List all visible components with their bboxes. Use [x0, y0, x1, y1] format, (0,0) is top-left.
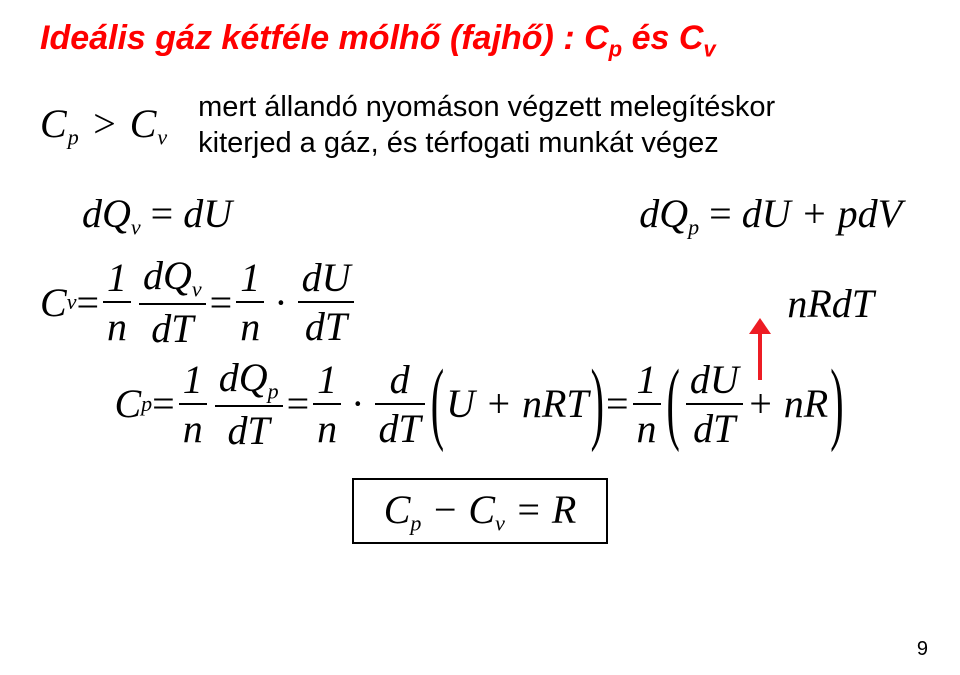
cp-dU: dU — [686, 356, 743, 403]
cp-n-c: n — [633, 403, 661, 452]
cp-dT-c: dT — [686, 403, 743, 452]
eq-Cp: Cp = 1 n dQp dT = 1 n · d dT (U + nRT) =… — [40, 354, 920, 454]
title-sub-p: p — [609, 37, 623, 62]
cp-frac-dUdT: dU dT — [686, 356, 743, 452]
title-text-mid: és C — [622, 19, 703, 57]
cp-frac-1n-b: 1 n — [313, 356, 341, 452]
cv-n-a: n — [103, 301, 131, 350]
slide-title: Ideális gáz kétféle mólhő (fajhő) : Cp é… — [40, 18, 920, 63]
row-inequality-explanation: Cp > Cv mert állandó nyomáson végzett me… — [40, 89, 920, 162]
page-number: 9 — [917, 638, 928, 661]
cp-1-b: 1 — [313, 356, 341, 403]
box-eq-R: = R — [505, 487, 576, 532]
cp-frac-1n-c: 1 n — [633, 356, 661, 452]
box-minus-Cv: − C — [421, 487, 495, 532]
lparen2-icon: ( — [667, 348, 680, 456]
cp-dQ-text: dQ — [219, 355, 268, 400]
cp-paren-inner: U + nRT — [446, 380, 589, 427]
cp-dot: · — [345, 380, 370, 427]
explanation-line-2: kiterjed a gáz, és térfogati munkát vége… — [198, 125, 775, 161]
cv-sub: v — [67, 289, 77, 315]
slide-page: Ideális gáz kétféle mólhő (fajhő) : Cp é… — [0, 0, 960, 675]
cp-dQ-sub: p — [268, 379, 279, 404]
cv-eq2: = — [210, 279, 233, 326]
cv-C: C — [40, 279, 67, 326]
cp-C: C — [114, 380, 141, 427]
nRdT-label: nRdT — [787, 280, 920, 327]
cv-dT-b: dT — [298, 301, 355, 350]
lparen-icon: ( — [431, 348, 444, 456]
cv-frac-1n-b: 1 n — [236, 254, 264, 350]
dQv-lhs-sub: v — [131, 214, 141, 239]
title-sub-v: v — [703, 37, 715, 62]
cp-sub: p — [141, 391, 152, 417]
dQp-equals: = — [699, 191, 742, 236]
explanation-block: mert állandó nyomáson végzett melegítésk… — [198, 89, 775, 162]
cp-frac-ddT: d dT — [375, 356, 425, 452]
cp-eq3: = — [606, 380, 629, 427]
ineq-gt: > — [80, 101, 130, 146]
cv-frac-dQdT: dQv dT — [139, 252, 206, 352]
cp-n-b: n — [313, 403, 341, 452]
row-boxed-result: Cp − Cv = R — [40, 478, 920, 545]
eq-dQp: dQp = dU + pdV — [639, 190, 902, 241]
ineq-Cp-p: p — [68, 125, 80, 150]
cp-dT-a: dT — [215, 405, 283, 454]
cv-eq1: = — [76, 279, 99, 326]
box-Cp-C: C — [384, 487, 411, 532]
cp-dT-b: dT — [375, 403, 425, 452]
eq-dQv: dQv = dU — [82, 190, 232, 241]
boxed-equation: Cp − Cv = R — [352, 478, 609, 545]
cp-eq2: = — [287, 380, 310, 427]
cp-1-c: 1 — [633, 356, 661, 403]
cv-1-a: 1 — [103, 254, 131, 301]
row-Cv-and-nRdT: Cv = 1 n dQv dT = 1 n · dU dT nRdT — [40, 252, 920, 352]
cv-frac-dUdT: dU dT — [298, 254, 355, 350]
cp-1-a: 1 — [179, 356, 207, 403]
cv-1-b: 1 — [236, 254, 264, 301]
cp-d: d — [375, 356, 425, 403]
dQp-lhs-sub: p — [688, 214, 699, 239]
cp-dQp-num: dQp — [215, 354, 283, 405]
explanation-line-1: mert állandó nyomáson végzett melegítésk… — [198, 89, 775, 125]
cp-eq1: = — [152, 380, 175, 427]
eq-Cv: Cv = 1 n dQv dT = 1 n · dU dT — [40, 252, 358, 352]
rparen-icon: ) — [591, 348, 604, 456]
title-text-pre: Ideális gáz kétféle mólhő (fajhő) : C — [40, 19, 609, 57]
row-dQ-equations: dQv = dU dQp = dU + pdV — [40, 190, 920, 241]
box-Cp-p: p — [410, 510, 421, 535]
cv-n-b: n — [236, 301, 264, 350]
ineq-Cv-v: v — [157, 125, 168, 150]
inequality: Cp > Cv — [40, 100, 198, 151]
box-Cv-v: v — [495, 510, 505, 535]
dQp-rhs: dU + pdV — [742, 191, 902, 236]
cv-dQv-num: dQv — [139, 252, 206, 303]
dQv-rhs: dU — [183, 191, 232, 236]
dQv-equals: = — [141, 191, 184, 236]
cv-dQ-text: dQ — [143, 253, 192, 298]
dQv-lhs-dQ: dQ — [82, 191, 131, 236]
cv-dQ-sub: v — [192, 277, 202, 302]
cp-tail: + nR — [747, 380, 828, 427]
ineq-Cp-C: C — [40, 101, 68, 146]
cp-n-a: n — [179, 403, 207, 452]
rparen2-icon: ) — [830, 348, 843, 456]
cp-frac-dQdT: dQp dT — [215, 354, 283, 454]
cv-dT-a: dT — [139, 303, 206, 352]
cv-dot: · — [268, 279, 293, 326]
cv-frac-1n-a: 1 n — [103, 254, 131, 350]
ineq-Cv-C: C — [130, 101, 158, 146]
cv-dU: dU — [298, 254, 355, 301]
dQp-lhs-dQ: dQ — [639, 191, 688, 236]
cp-frac-1n-a: 1 n — [179, 356, 207, 452]
